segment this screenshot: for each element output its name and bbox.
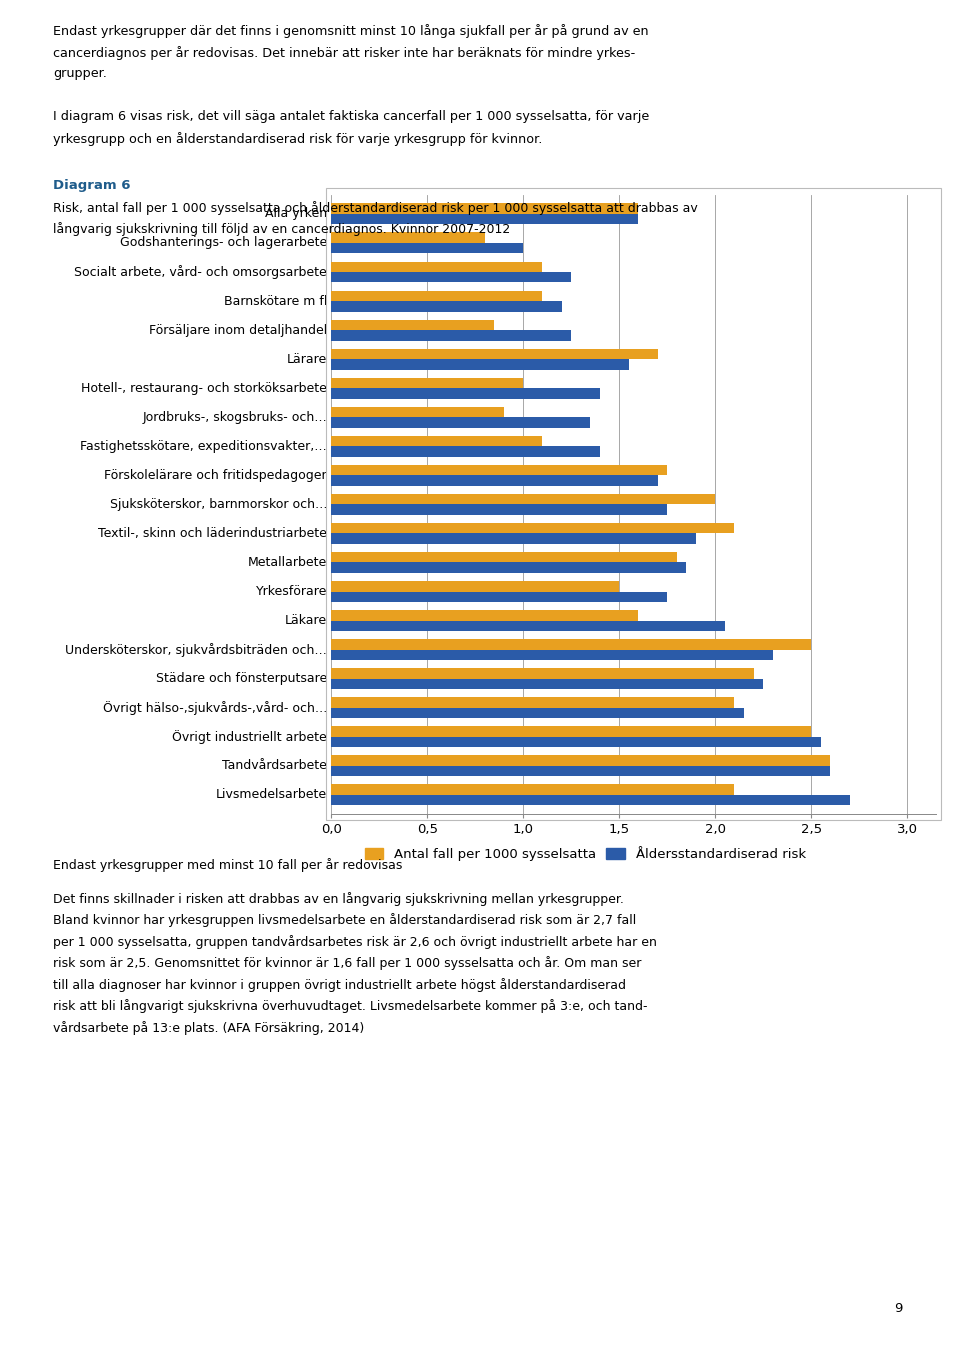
Text: risk som är 2,5. Genomsnittet för kvinnor är 1,6 fall per 1 000 sysselsatta och : risk som är 2,5. Genomsnittet för kvinno… (53, 956, 641, 970)
Bar (331, 523, 734, 534)
Text: långvarig sjukskrivning till följd av en cancerdiagnos. Kvinnor 2007-2012: långvarig sjukskrivning till följd av en… (53, 222, 510, 237)
Text: Endast yrkesgrupper med minst 10 fall per år redovisas: Endast yrkesgrupper med minst 10 fall pe… (53, 858, 402, 872)
Bar (331, 551, 677, 562)
Bar (331, 203, 638, 214)
Text: Endast yrkesgrupper där det finns i genomsnitt minst 10 långa sjukfall per år på: Endast yrkesgrupper där det finns i geno… (53, 24, 648, 38)
Bar (331, 475, 658, 486)
Bar (331, 611, 638, 620)
Bar (331, 378, 523, 389)
Text: Bland kvinnor har yrkesgruppen livsmedelsarbete en ålderstandardiserad risk som : Bland kvinnor har yrkesgruppen livsmedel… (53, 913, 636, 927)
Text: cancerdiagnos per år redovisas. Det innebär att risker inte har beräknats för mi: cancerdiagnos per år redovisas. Det inne… (53, 46, 636, 59)
Bar (331, 389, 600, 398)
Bar (331, 620, 725, 631)
Bar (331, 465, 667, 475)
Text: grupper.: grupper. (53, 67, 107, 81)
Bar (331, 639, 811, 650)
Bar (331, 494, 715, 504)
Bar (331, 726, 811, 737)
Bar (331, 301, 562, 312)
Bar (331, 291, 542, 301)
Text: Det finns skillnader i risken att drabbas av en långvarig sjukskrivning mellan y: Det finns skillnader i risken att drabba… (53, 892, 624, 905)
Bar (331, 261, 542, 272)
Bar (331, 562, 686, 573)
Bar (331, 214, 638, 225)
Text: yrkesgrupp och en ålderstandardiserad risk för varje yrkesgrupp för kvinnor.: yrkesgrupp och en ålderstandardiserad ri… (53, 132, 542, 145)
Bar (331, 737, 821, 748)
Bar (331, 679, 763, 689)
Bar (331, 233, 485, 243)
Bar (331, 330, 571, 340)
Bar (331, 406, 504, 417)
Bar (331, 359, 629, 370)
Bar (331, 697, 734, 707)
Bar (331, 243, 523, 253)
Bar (331, 795, 850, 806)
Text: risk att bli långvarigt sjukskrivna överhuvudtaget. Livsmedelsarbete kommer på 3: risk att bli långvarigt sjukskrivna över… (53, 999, 647, 1013)
Bar (331, 756, 830, 765)
Bar (331, 707, 744, 718)
Bar (331, 436, 542, 447)
Bar (331, 784, 734, 795)
Text: till alla diagnoser har kvinnor i gruppen övrigt industriellt arbete högst ålder: till alla diagnoser har kvinnor i gruppe… (53, 978, 626, 991)
Bar (331, 272, 571, 282)
Text: per 1 000 sysselsatta, gruppen tandvårdsarbetes risk är 2,6 och övrigt industrie: per 1 000 sysselsatta, gruppen tandvårds… (53, 935, 657, 948)
Bar (331, 650, 773, 660)
Legend: Antal fall per 1000 sysselsatta, Åldersstandardiserad risk: Antal fall per 1000 sysselsatta, Ålderss… (359, 842, 811, 866)
Bar (331, 417, 590, 428)
Text: Risk, antal fall per 1 000 sysselsatta och ålderstandardiserad risk per 1 000 sy: Risk, antal fall per 1 000 sysselsatta o… (53, 200, 698, 215)
Bar (331, 348, 658, 359)
Bar (331, 668, 754, 679)
Bar (331, 765, 830, 776)
Bar (331, 504, 667, 515)
Text: Diagram 6: Diagram 6 (53, 179, 131, 192)
Bar (331, 320, 494, 330)
Text: vårdsarbete på 13:e plats. (AFA Försäkring, 2014): vårdsarbete på 13:e plats. (AFA Försäkri… (53, 1021, 364, 1034)
Text: 9: 9 (894, 1302, 902, 1315)
Bar (331, 534, 696, 543)
Bar (331, 592, 667, 603)
Bar (331, 447, 600, 457)
Text: I diagram 6 visas risk, det vill säga antalet faktiska cancerfall per 1 000 syss: I diagram 6 visas risk, det vill säga an… (53, 110, 649, 124)
Bar (331, 581, 619, 592)
